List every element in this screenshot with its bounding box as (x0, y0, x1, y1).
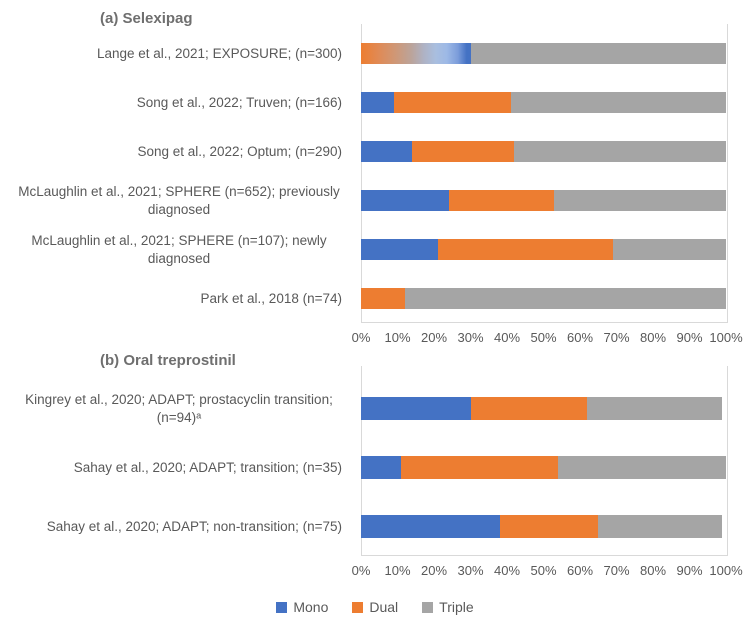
legend-label: Dual (369, 599, 399, 615)
bar-row: Kingrey et al., 2020; ADAPT; prostacycli… (0, 379, 750, 438)
bar-segment-triple (612, 239, 726, 260)
x-axis-tick-label: 40% (493, 330, 521, 345)
x-axis-tick-label: 20% (420, 563, 448, 578)
bar-segment-mono (361, 515, 500, 538)
bar-segment-mono (361, 397, 471, 420)
panel-a-x-axis: 0% 10% 20% 30% 40% 50% 60% 70% 80% 90% 100% (0, 323, 750, 349)
legend-label: Mono (293, 599, 329, 615)
x-axis-tick-label: 60% (566, 330, 594, 345)
bar-segment-triple (554, 190, 726, 211)
bar-row: McLaughlin et al., 2021; SPHERE (n=107);… (0, 225, 750, 274)
bar-segment-triple (558, 456, 726, 479)
legend-swatch-icon (276, 601, 288, 613)
bar-segment-dual (448, 190, 555, 211)
bar-segment-dual (412, 141, 515, 162)
panel-a-title: (a) Selexipag (100, 10, 193, 27)
legend-swatch-icon (422, 601, 434, 613)
x-axis-tick-label: 10% (384, 563, 411, 578)
panel-a-selexipag: (a) Selexipag Lange et al., 2021; EXPOSU… (0, 10, 750, 349)
bar-row: Sahay et al., 2020; ADAPT; non-transitio… (0, 497, 750, 556)
stacked-bar (361, 456, 726, 479)
bar-segment-triple (587, 397, 723, 420)
stacked-bar (361, 397, 726, 420)
x-axis-tick-label: 0% (351, 563, 371, 578)
bar-row: Park et al., 2018 (n=74) (0, 274, 750, 323)
stacked-bar (361, 190, 726, 211)
bar-segment-mono (361, 92, 394, 113)
bar-row: McLaughlin et al., 2021; SPHERE (n=652);… (0, 176, 750, 225)
x-axis-tick-label: 60% (566, 563, 594, 578)
stacked-bar (361, 43, 726, 64)
x-axis-tick-label: 100% (709, 330, 743, 345)
x-axis-tick-label: 30% (457, 563, 484, 578)
x-axis-tick-label: 100% (709, 563, 743, 578)
stacked-bar (361, 141, 726, 162)
x-axis-tick-label: 0% (351, 330, 371, 345)
bar-row: Song et al., 2022; Truven; (n=166) (0, 78, 750, 127)
bar-segment-dual (470, 397, 588, 420)
x-axis-tick-label: 70% (603, 330, 630, 345)
x-axis-tick-label: 80% (639, 563, 667, 578)
legend-label: Triple (439, 599, 474, 615)
bar-segment-mono (361, 239, 438, 260)
x-axis-tick-label: 90% (676, 330, 703, 345)
stacked-bar (361, 92, 726, 113)
category-label: Sahay et al., 2020; ADAPT; non-transitio… (46, 518, 342, 534)
bar-segment-mono (361, 190, 449, 211)
bar-segment-dual (401, 456, 559, 479)
bar-segment-dual (499, 515, 599, 538)
bar-segment-triple (514, 141, 726, 162)
stacked-bar (361, 288, 726, 309)
panel-b-title: (b) Oral treprostinil (100, 352, 236, 369)
bar-row: Lange et al., 2021; EXPOSURE; (n=300) (0, 29, 750, 78)
category-label: Park et al., 2018 (n=74) (200, 290, 342, 306)
x-axis-tick-label: 90% (676, 563, 703, 578)
category-label: Song et al., 2022; Optum; (n=290) (137, 143, 342, 159)
x-axis-tick-label: 70% (603, 563, 630, 578)
bar-segment-triple (404, 288, 726, 309)
bar-segment-triple (510, 92, 726, 113)
category-label: McLaughlin et al., 2021; SPHERE (n=107);… (31, 232, 327, 266)
x-axis-tick-label: 40% (493, 563, 521, 578)
bar-row: Sahay et al., 2020; ADAPT; transition; (… (0, 438, 750, 497)
stacked-bar (361, 515, 726, 538)
legend-item-mono: Mono (276, 599, 328, 615)
category-label: Sahay et al., 2020; ADAPT; transition; (… (73, 459, 342, 475)
category-label: McLaughlin et al., 2021; SPHERE (n=652);… (18, 183, 340, 217)
category-label: Song et al., 2022; Truven; (n=166) (136, 94, 342, 110)
bar-segment-dual (361, 288, 405, 309)
bar-segment-triple (598, 515, 723, 538)
x-axis-tick-label: 30% (457, 330, 484, 345)
category-label: Lange et al., 2021; EXPOSURE; (n=300) (96, 45, 342, 61)
bar-segment-mono (361, 456, 402, 479)
bar-row: Song et al., 2022; Optum; (n=290) (0, 127, 750, 176)
legend-swatch-icon (352, 601, 364, 613)
legend: Mono Dual Triple (0, 599, 750, 615)
x-axis-tick-label: 20% (420, 330, 448, 345)
panel-b-oral-treprostinil: (b) Oral treprostinil Kingrey et al., 20… (0, 351, 750, 582)
panel-a-plot-area: Lange et al., 2021; EXPOSURE; (n=300) Son… (0, 24, 750, 323)
x-axis-tick-label: 10% (384, 330, 411, 345)
x-axis-tick-label: 80% (639, 330, 667, 345)
bar-segment-mono (361, 141, 413, 162)
bar-segment-dual (393, 92, 511, 113)
stacked-bar (361, 239, 726, 260)
panel-b-plot-area: Kingrey et al., 2020; ADAPT; prostacycli… (0, 366, 750, 556)
x-axis-tick-label: 50% (530, 563, 557, 578)
bar-segment-triple (470, 43, 726, 64)
panel-b-x-axis: 0% 10% 20% 30% 40% 50% 60% 70% 80% 90% 100% (0, 556, 750, 582)
category-label: Kingrey et al., 2020; ADAPT; prostacycli… (25, 391, 333, 425)
legend-item-triple: Triple (422, 599, 474, 615)
legend-item-dual: Dual (352, 599, 398, 615)
bar-segment-dual (437, 239, 613, 260)
x-axis-tick-label: 50% (530, 330, 557, 345)
bar-segment-mono-dual-gradient (361, 43, 471, 64)
